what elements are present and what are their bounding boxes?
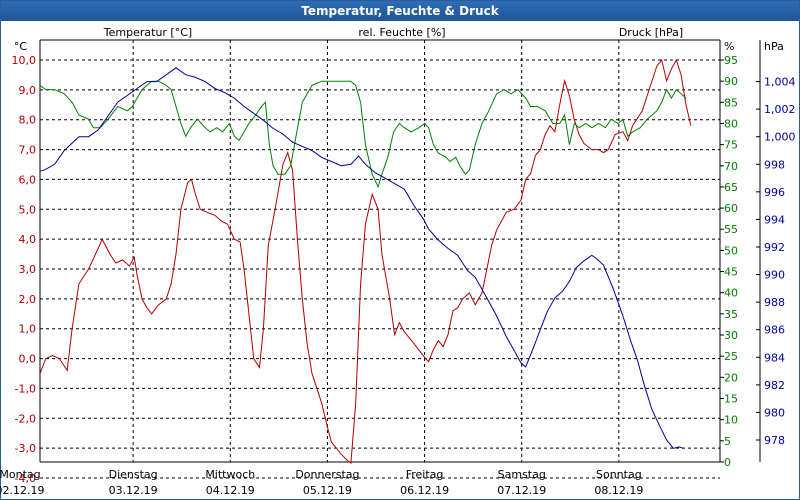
pressure-unit-label: hPa [764,40,784,53]
temperature-tick-label: 10,0 [12,54,37,67]
temperature-tick-label: 9,0 [19,84,37,97]
humidity-tick-label: 75 [724,139,738,152]
chart-labels: °C % hPa Temperatur [°C] rel. Feuchte [%… [14,26,784,53]
day-date-label: 02.12.19 [0,484,44,497]
day-weekday-label: Mittwoch [205,468,255,481]
legend-pressure: Druck [hPa] [619,26,683,39]
temperature-tick-label: 4,0 [19,233,37,246]
pressure-tick-label: 980 [764,406,785,419]
legend-humidity: rel. Feuchte [%] [358,26,445,39]
series-line-temperature [39,58,692,465]
day-weekday-label: Donnerstag [295,468,359,481]
humidity-tick-label: 70 [724,160,738,173]
temperature-tick-label: 5,0 [19,203,37,216]
pressure-tick-label: 982 [764,379,785,392]
temperature-unit-label: °C [14,40,28,53]
pressure-tick-label: 990 [764,269,785,282]
pressure-tick-label: 992 [764,241,785,254]
day-weekday-label: Freitag [406,468,444,481]
series-line-pressure [39,67,684,449]
day-weekday-label: Dienstag [109,468,158,481]
humidity-tick-label: 40 [724,287,738,300]
humidity-tick-label: 15 [724,392,738,405]
humidity-tick-label: 25 [724,350,738,363]
series-line-humidity [39,80,687,189]
temperature-tick-label: 1,0 [19,323,37,336]
humidity-tick-label: 60 [724,202,738,215]
day-date-label: 08.12.19 [594,484,643,497]
humidity-tick-label: 95 [724,54,738,67]
legend-temperature: Temperatur [°C] [103,26,192,39]
chart-ticks: 10,0 9,0 8,0 7,0 6,0 5,0 4,0 3,0 2,0 1,0 0,0 -1,0 -2… [12,54,796,485]
humidity-tick-label: 50 [724,244,738,257]
humidity-tick-label: 65 [724,181,738,194]
temperature-tick-label: -1,0 [15,382,36,395]
day-date-label: 07.12.19 [497,484,546,497]
day-date-label: 05.12.19 [303,484,352,497]
day-weekday-label: Montag [0,468,41,481]
day-weekday-label: Samstag [498,468,546,481]
temperature-tick-label: -3,0 [15,442,36,455]
chart-axes [39,39,761,463]
humidity-tick-label: 80 [724,117,738,130]
temperature-tick-label: 0,0 [19,353,37,366]
pressure-tick-label: 1,002 [764,103,796,116]
humidity-tick-label: 55 [724,223,738,236]
chart-grid [40,40,720,479]
humidity-tick-label: 90 [724,75,738,88]
temperature-tick-label: -4,0 [15,472,36,485]
day-date-label: 06.12.19 [400,484,449,497]
humidity-tick-label: 0 [724,456,731,469]
pressure-tick-label: 1,000 [764,131,796,144]
pressure-tick-label: 998 [764,158,785,171]
day-date-label: 03.12.19 [109,484,158,497]
pressure-tick-label: 996 [764,186,785,199]
window-title: Temperatur, Feuchte & Druck [1,1,799,21]
temperature-tick-label: 8,0 [19,114,37,127]
pressure-tick-label: 984 [764,351,785,364]
humidity-tick-label: 20 [724,371,738,384]
chart-day-labels: Montag 02.12.19 Dienstag 03.12.19 Mittwoch 04… [0,468,643,497]
humidity-tick-label: 35 [724,308,738,321]
humidity-tick-label: 30 [724,329,738,342]
temperature-tick-label: 2,0 [19,293,37,306]
chart-series [39,58,692,465]
pressure-tick-label: 988 [764,296,785,309]
humidity-tick-label: 85 [724,96,738,109]
humidity-tick-label: 5 [724,435,731,448]
humidity-unit-label: % [724,40,734,53]
temperature-tick-label: 6,0 [19,173,37,186]
pressure-tick-label: 986 [764,324,785,337]
day-weekday-label: Sonntag [596,468,642,481]
day-date-label: 04.12.19 [206,484,255,497]
temperature-tick-label: 3,0 [19,263,37,276]
pressure-tick-label: 1,004 [764,76,796,89]
pressure-tick-label: 978 [764,434,785,447]
humidity-tick-label: 10 [724,414,738,427]
temperature-tick-label: -2,0 [15,412,36,425]
pressure-tick-label: 994 [764,213,785,226]
humidity-tick-label: 45 [724,266,738,279]
temperature-tick-label: 7,0 [19,144,37,157]
